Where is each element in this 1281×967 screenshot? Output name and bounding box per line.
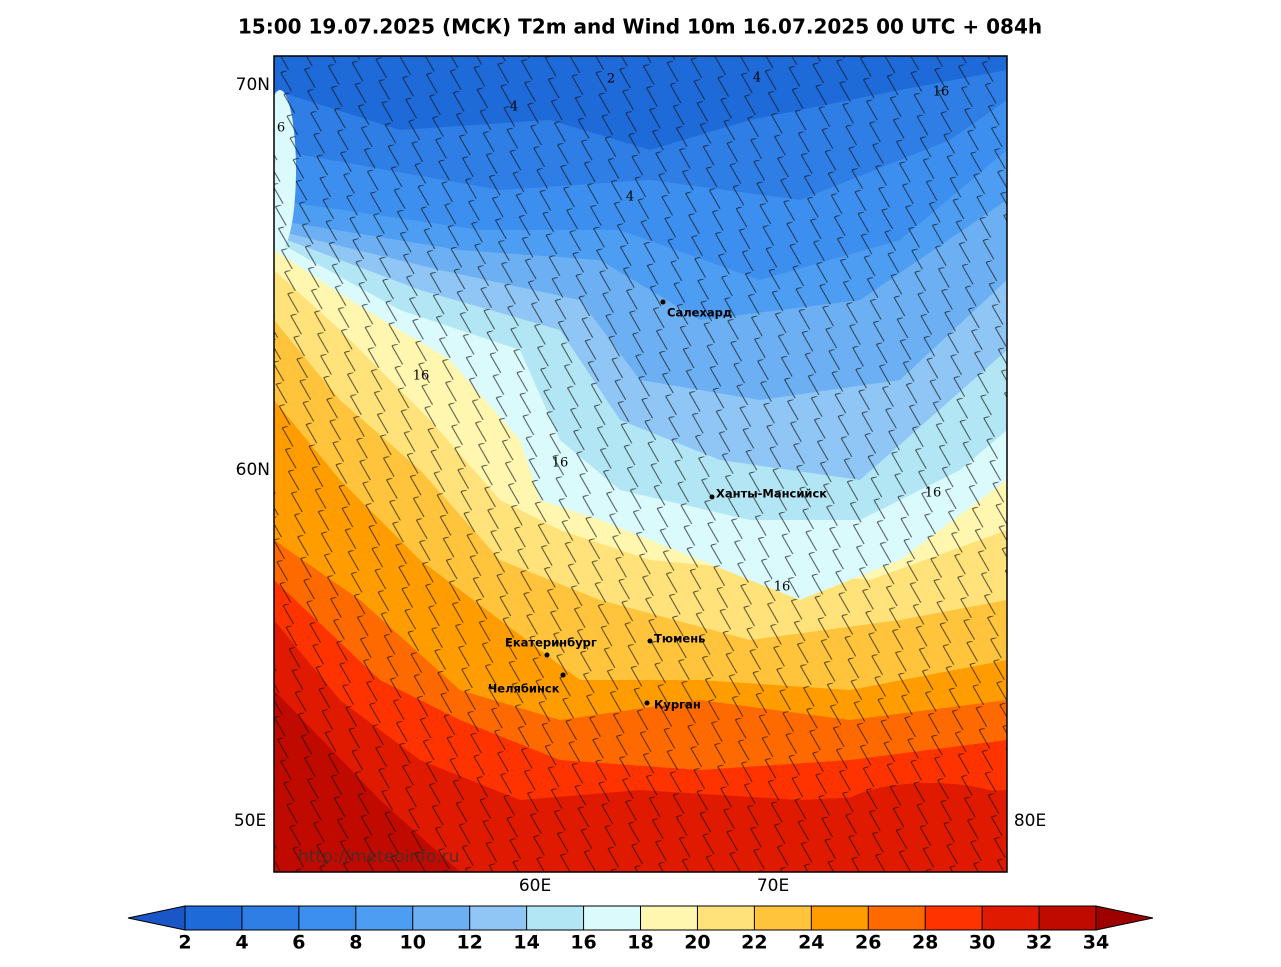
colorbar-swatch — [355, 906, 413, 930]
lon-label: 70E — [757, 876, 789, 896]
colorbar-label: 12 — [456, 932, 482, 954]
colorbar-swatch — [185, 906, 242, 930]
contour-label: 2 — [607, 72, 615, 87]
colorbar-label: 34 — [1083, 932, 1109, 954]
colorbar-swatch — [697, 906, 755, 930]
watermark: http://meteoinfo.ru — [298, 847, 459, 867]
colorbar-extend — [127, 905, 186, 931]
temperature-field — [274, 56, 1007, 872]
colorbar-swatch — [412, 906, 470, 930]
city-dot — [660, 299, 666, 305]
colorbar-label: 22 — [741, 932, 767, 954]
lon-label: 50E — [234, 811, 266, 831]
colorbar-swatch — [526, 906, 584, 930]
contour-label: 16 — [413, 369, 430, 384]
contour-label: 16 — [925, 486, 942, 501]
city-dot — [644, 700, 650, 706]
cities: Салехард Ханты-Мансийск Екатеринбург Чел… — [488, 299, 827, 712]
colorbar-swatch — [1039, 906, 1096, 930]
lat-label: 70N — [236, 75, 270, 95]
colorbar-extend — [1095, 905, 1154, 931]
colorbar-label: 4 — [235, 932, 248, 954]
contour-labels: 2 4 4 16 6 4 16 16 16 16 — [277, 71, 949, 595]
colorbar-label: 24 — [798, 932, 824, 954]
colorbar-label: 26 — [855, 932, 881, 954]
colorbar-label: 30 — [969, 932, 995, 954]
lat-label: 60N — [236, 460, 270, 480]
colorbar-label: 32 — [1026, 932, 1052, 954]
colorbar-swatch — [925, 906, 983, 930]
colorbar-swatch — [811, 906, 869, 930]
city-label: Салехард — [667, 306, 732, 320]
city-dot — [647, 638, 653, 644]
map-title: 15:00 19.07.2025 (МСК) T2m and Wind 10m … — [238, 15, 1042, 39]
map-frame — [273, 55, 1008, 873]
colorbar-swatch — [583, 906, 641, 930]
city-label: Тюмень — [654, 632, 705, 646]
city-dot — [560, 672, 566, 678]
contour-label: 6 — [277, 121, 285, 136]
contour-label: 16 — [774, 580, 791, 595]
colorbar-label: 6 — [292, 932, 305, 954]
colorbar: 2 4 6 8 10 12 14 16 18 20 22 24 26 28 30 32 34 — [127, 905, 1154, 954]
city-label: Ханты-Мансийск — [716, 487, 827, 501]
colorbar-swatch — [868, 906, 926, 930]
colorbar-label: 10 — [400, 932, 426, 954]
colorbar-label: 28 — [912, 932, 938, 954]
colorbar-label: 8 — [349, 932, 362, 954]
contour-label: 4 — [626, 190, 634, 205]
colorbar-swatch — [754, 906, 812, 930]
lon-label: 60E — [519, 876, 551, 896]
contour-label: 16 — [933, 85, 950, 100]
contour-label: 16 — [552, 456, 569, 471]
city-dot — [544, 652, 550, 658]
city-label: Челябинск — [488, 682, 560, 696]
city-dot — [709, 494, 715, 500]
colorbar-swatch — [469, 906, 527, 930]
contour-label: 4 — [753, 71, 761, 86]
city-label: Екатеринбург — [505, 636, 597, 650]
colorbar-label: 18 — [627, 932, 653, 954]
colorbar-label: 14 — [513, 932, 539, 954]
colorbar-swatch — [982, 906, 1040, 930]
colorbar-swatch — [298, 906, 356, 930]
wind-barbs — [274, 56, 1007, 872]
colorbar-label: 20 — [684, 932, 710, 954]
lon-label: 80E — [1014, 811, 1046, 831]
colorbar-label: 2 — [178, 932, 191, 954]
city-label: Курган — [654, 698, 701, 712]
colorbar-swatch — [241, 906, 299, 930]
colorbar-label: 16 — [570, 932, 596, 954]
contour-label: 4 — [510, 100, 518, 115]
colorbar-swatch — [640, 906, 698, 930]
